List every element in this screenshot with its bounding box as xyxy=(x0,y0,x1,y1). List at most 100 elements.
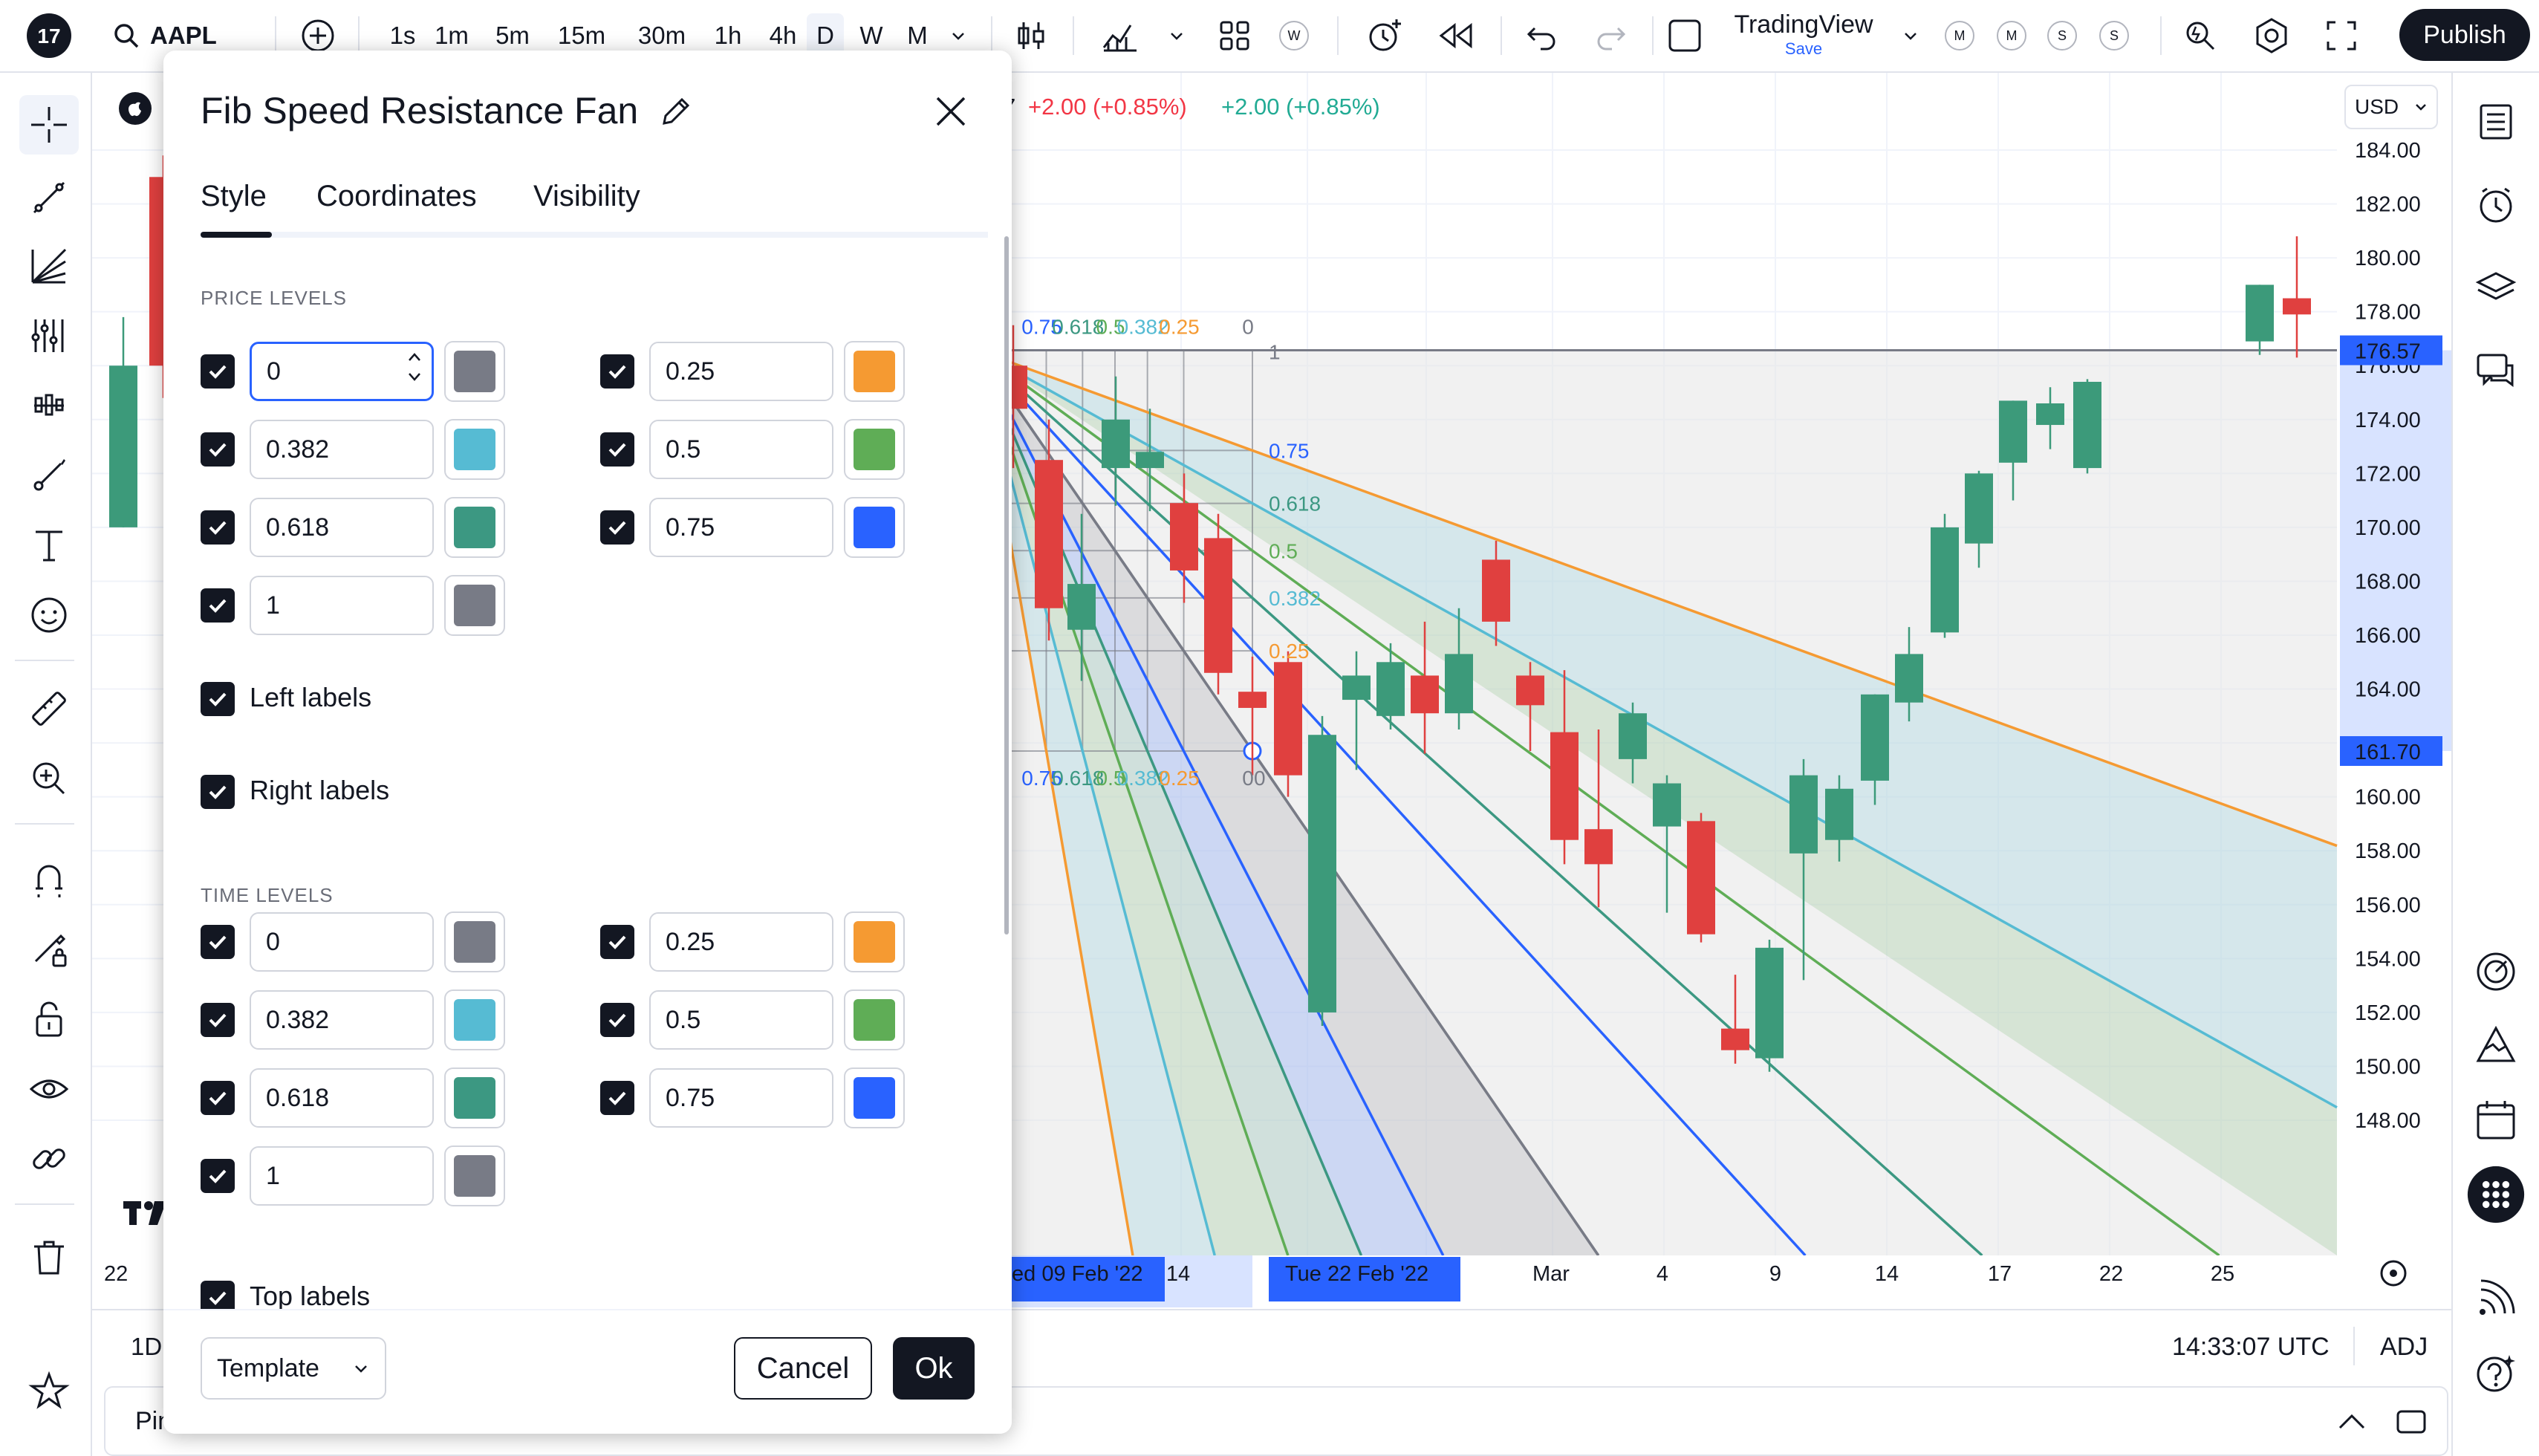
time_levels-value-input-1[interactable]: 0.25 xyxy=(649,912,833,972)
zoom-in-icon[interactable] xyxy=(19,749,79,808)
status-clock[interactable]: 14:33:07 UTC xyxy=(2172,1333,2330,1361)
time_levels-checkbox-2[interactable] xyxy=(201,1003,235,1037)
price_levels-value-input-6[interactable]: 1 xyxy=(250,576,434,635)
help-icon[interactable] xyxy=(2466,1343,2526,1403)
price_levels-color-swatch-6[interactable] xyxy=(444,575,505,636)
interval-30m[interactable]: 30m xyxy=(637,22,686,49)
time_levels-value-input-4[interactable]: 0.618 xyxy=(250,1068,434,1128)
collapse-panel-chevron-icon[interactable] xyxy=(2334,1404,2370,1443)
undo-icon[interactable] xyxy=(1518,0,1566,71)
time_levels-color-swatch-1[interactable] xyxy=(844,911,905,972)
interval-1h[interactable]: 1h xyxy=(714,22,742,49)
favorites-star-icon[interactable] xyxy=(19,1361,79,1420)
price_levels-checkbox-2[interactable] xyxy=(201,432,235,467)
layout-checkbox-icon[interactable] xyxy=(1662,0,1707,71)
time_levels-value-input-5[interactable]: 0.75 xyxy=(649,1068,833,1128)
watchlist-icon[interactable] xyxy=(2466,92,2526,152)
time_levels-checkbox-1[interactable] xyxy=(600,925,634,959)
redo-icon[interactable] xyxy=(1587,0,1634,71)
layout-name-button[interactable]: TradingView Save xyxy=(1729,10,1878,62)
fullscreen-icon[interactable] xyxy=(2318,0,2365,71)
patterns-icon[interactable] xyxy=(19,306,79,365)
ok-button[interactable]: Ok xyxy=(893,1337,975,1400)
time_levels-checkbox-5[interactable] xyxy=(600,1081,634,1115)
user-badge-4[interactable]: S xyxy=(2099,21,2129,51)
calendar-icon[interactable] xyxy=(2466,1091,2526,1150)
lock-drawings-pencil-icon[interactable] xyxy=(19,920,79,979)
price-axis[interactable]: 184.00182.00180.00178.00176.00174.00172.… xyxy=(2340,73,2451,1255)
trend-line-icon[interactable] xyxy=(19,168,79,227)
settings-icon[interactable] xyxy=(2248,0,2295,71)
tab-style[interactable]: Style xyxy=(201,180,267,212)
brush-line-icon[interactable] xyxy=(19,446,79,505)
price_levels-value-input-3[interactable]: 0.5 xyxy=(649,420,833,479)
time_levels-value-input-2[interactable]: 0.382 xyxy=(250,990,434,1050)
quick-search-icon[interactable] xyxy=(2176,0,2224,71)
price_levels-checkbox-1[interactable] xyxy=(600,354,634,389)
bar-style-candles-icon[interactable] xyxy=(1007,0,1055,71)
time_levels-value-input-0[interactable]: 0 xyxy=(250,912,434,972)
status-adj[interactable]: ADJ xyxy=(2380,1333,2428,1361)
alert-add-icon[interactable] xyxy=(1361,0,1408,71)
price_levels-color-swatch-5[interactable] xyxy=(844,497,905,558)
interval-M[interactable]: M xyxy=(907,22,928,49)
signal-broadcast-icon[interactable] xyxy=(2466,1269,2526,1328)
user-badge-1[interactable]: M xyxy=(1945,21,1974,51)
time_levels-checkbox-3[interactable] xyxy=(600,1003,634,1037)
cancel-button[interactable]: Cancel xyxy=(734,1337,872,1400)
maximize-panel-icon[interactable] xyxy=(2393,1404,2429,1443)
fib-fan-icon[interactable] xyxy=(19,236,79,296)
price_levels-color-swatch-4[interactable] xyxy=(444,497,505,558)
price_levels-checkbox-3[interactable] xyxy=(600,432,634,467)
time_levels-color-swatch-5[interactable] xyxy=(844,1067,905,1128)
publish-button[interactable]: Publish xyxy=(2399,9,2530,61)
interval-dropdown-chevron-icon[interactable] xyxy=(943,0,973,71)
time_levels-color-swatch-4[interactable] xyxy=(444,1067,505,1128)
tradingview-logo-icon[interactable]: 17 xyxy=(19,0,79,71)
magnet-icon[interactable] xyxy=(19,850,79,909)
chats-icon[interactable] xyxy=(2466,342,2526,401)
crosshair-icon[interactable] xyxy=(19,95,79,155)
link-icon[interactable] xyxy=(19,1129,79,1189)
interval-W[interactable]: W xyxy=(859,22,883,49)
user-badge-2[interactable]: M xyxy=(1997,21,2026,51)
dialog-scrollbar[interactable] xyxy=(1004,236,1009,935)
interval-15m[interactable]: 15m xyxy=(557,22,606,49)
price_levels-color-swatch-0[interactable] xyxy=(444,341,505,402)
price_levels-color-swatch-3[interactable] xyxy=(844,419,905,480)
time_levels-color-swatch-0[interactable] xyxy=(444,911,505,972)
template-dropdown[interactable]: Template xyxy=(201,1337,386,1400)
time_levels-checkbox-4[interactable] xyxy=(201,1081,235,1115)
currency-selector[interactable]: USD xyxy=(2344,85,2438,129)
alerts-clock-icon[interactable] xyxy=(2466,175,2526,235)
time_levels-color-swatch-6[interactable] xyxy=(444,1145,505,1206)
time_levels-value-input-6[interactable]: 1 xyxy=(250,1146,434,1206)
rename-pencil-icon[interactable] xyxy=(658,94,694,133)
time_levels-color-swatch-3[interactable] xyxy=(844,989,905,1050)
interval-5m[interactable]: 5m xyxy=(495,22,530,49)
stepper-arrows-icon[interactable] xyxy=(406,350,423,384)
tab-visibility[interactable]: Visibility xyxy=(533,180,640,212)
text-tool-icon[interactable] xyxy=(19,516,79,575)
price_levels-checkbox-0[interactable] xyxy=(201,354,235,389)
trash-icon[interactable] xyxy=(19,1227,79,1287)
user-badge-3[interactable]: S xyxy=(2047,21,2077,51)
layout-grid-icon[interactable] xyxy=(1211,0,1258,71)
price_levels-color-swatch-2[interactable] xyxy=(444,419,505,480)
price_levels-checkbox-5[interactable] xyxy=(600,510,634,545)
right-labels-checkbox[interactable] xyxy=(201,775,235,809)
layout-dropdown-chevron-icon[interactable] xyxy=(1896,0,1925,71)
time_levels-checkbox-6[interactable] xyxy=(201,1159,235,1193)
interval-1m[interactable]: 1m xyxy=(435,22,469,49)
indicators-icon[interactable] xyxy=(1096,0,1144,71)
interval-1s[interactable]: 1s xyxy=(389,22,416,49)
price_levels-checkbox-6[interactable] xyxy=(201,588,235,623)
ruler-icon[interactable] xyxy=(19,679,79,738)
time_levels-color-swatch-2[interactable] xyxy=(444,989,505,1050)
lock-icon[interactable] xyxy=(19,989,79,1049)
target-icon[interactable] xyxy=(2466,942,2526,1001)
forecasting-icon[interactable] xyxy=(19,376,79,435)
indicators-dropdown-chevron-icon[interactable] xyxy=(1162,0,1192,71)
time-axis-settings-icon[interactable] xyxy=(2380,1260,2407,1287)
apps-grid-button-icon[interactable] xyxy=(2466,1165,2526,1224)
